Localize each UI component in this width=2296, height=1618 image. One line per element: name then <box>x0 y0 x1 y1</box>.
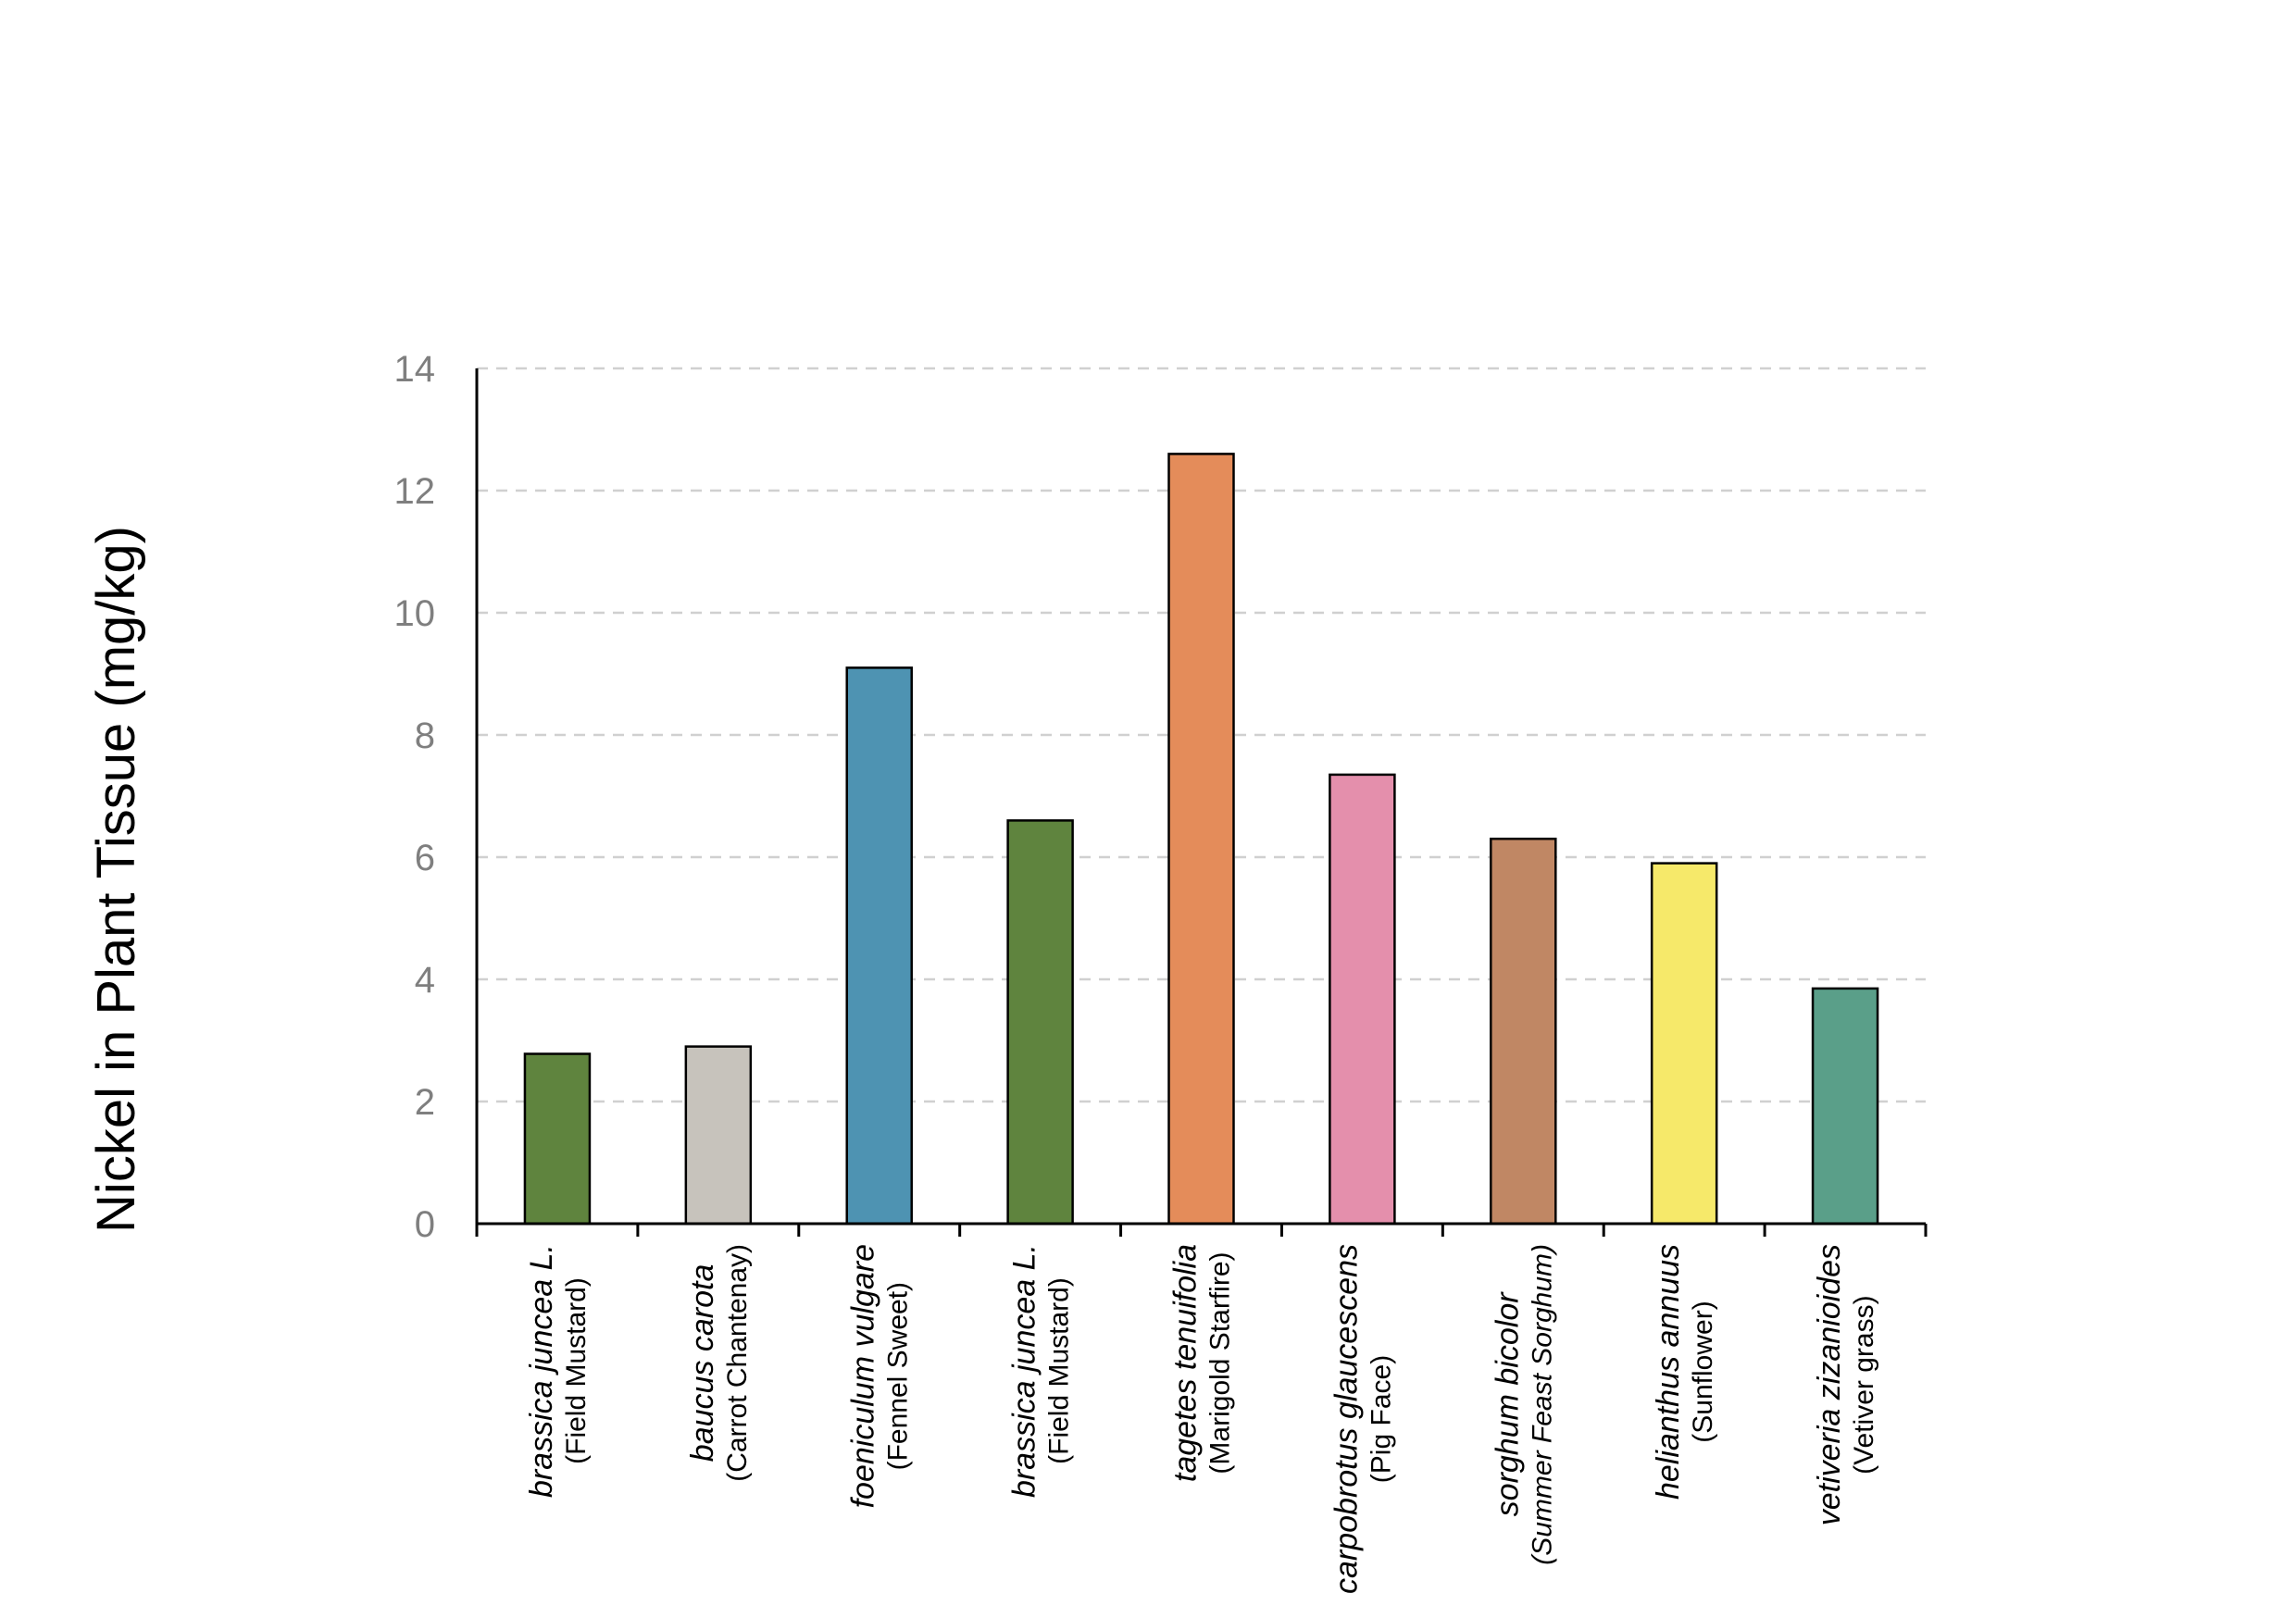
category-label-9: vetiveria zizanioides (Vetiver grass) <box>1812 1244 1879 1525</box>
bar-5 <box>1167 453 1235 1226</box>
bars <box>523 453 1879 1226</box>
category-scientific-name: baucus carota <box>685 1264 720 1462</box>
y-axis-title: Nickel in Plant Tissue (mg/kg) <box>86 526 146 1233</box>
category-common-name: (Marigold Starfire) <box>1205 1252 1236 1475</box>
bar-4 <box>1006 819 1074 1226</box>
category-common-name: (Vetiver grass) <box>1849 1295 1879 1474</box>
category-scientific-name: helianthus annuus <box>1651 1244 1686 1500</box>
category-common-name: (Sunflower) <box>1688 1301 1718 1442</box>
y-tick-label-0: 0 <box>415 1204 435 1245</box>
bar-1 <box>523 1052 592 1226</box>
category-scientific-name: foeniculum vulgare <box>846 1244 881 1508</box>
y-tick-label-6: 6 <box>415 838 435 878</box>
category-label-6: carpobrotus glaucescens (Pig Face) <box>1329 1244 1396 1594</box>
category-scientific-name: carpobrotus glaucescens <box>1329 1244 1364 1594</box>
category-label-5: tagetes tenuifolia (Marigold Starfire) <box>1168 1244 1236 1482</box>
category-common-name: (Carrot Chantenay) <box>722 1244 753 1482</box>
bar-3 <box>845 666 913 1226</box>
category-scientific-name: brassica juncea L. <box>1007 1244 1042 1498</box>
category-common-name: (Summer Feast Sorghum) <box>1527 1244 1557 1565</box>
category-common-name: (Pig Face) <box>1366 1355 1396 1483</box>
y-tick-label-12: 12 <box>394 471 436 512</box>
axes <box>475 368 1928 1237</box>
bar-7 <box>1490 837 1557 1226</box>
category-scientific-name: tagetes tenuifolia <box>1168 1244 1204 1482</box>
category-label-7: sorghum bicolor (Summer Feast Sorghum) <box>1490 1244 1557 1565</box>
y-tick-labels: 0 2 4 6 8 10 12 14 <box>394 349 436 1245</box>
y-tick-label-2: 2 <box>415 1082 435 1123</box>
category-scientific-name: brassica juncea L. <box>524 1244 559 1498</box>
category-label-4: brassica juncea L. (Field Mustard) <box>1007 1244 1075 1498</box>
category-label-3: foeniculum vulgare (Fennel Sweet) <box>846 1244 914 1508</box>
y-tick-label-14: 14 <box>394 349 436 390</box>
y-tick-label-8: 8 <box>415 716 435 756</box>
category-common-name: (Fennel Sweet) <box>883 1282 914 1470</box>
bar-9 <box>1811 987 1879 1226</box>
y-tick-label-10: 10 <box>394 593 436 634</box>
bar-8 <box>1650 862 1718 1226</box>
category-scientific-name: sorghum bicolor <box>1490 1291 1525 1517</box>
bar-6 <box>1329 773 1396 1226</box>
category-label-1: brassica juncea L. (Field Mustard) <box>524 1244 592 1498</box>
category-common-name: (Field Mustard) <box>561 1277 592 1464</box>
category-scientific-name: vetiveria zizanioides <box>1812 1244 1847 1525</box>
bar-2 <box>684 1045 753 1226</box>
category-label-8: helianthus annuus (Sunflower) <box>1651 1244 1718 1500</box>
category-common-name: (Field Mustard) <box>1044 1277 1075 1464</box>
y-tick-label-4: 4 <box>415 960 435 1001</box>
category-label-2: baucus carota (Carrot Chantenay) <box>685 1244 753 1482</box>
x-category-labels: brassica juncea L. (Field Mustard) baucus … <box>524 1244 1879 1594</box>
